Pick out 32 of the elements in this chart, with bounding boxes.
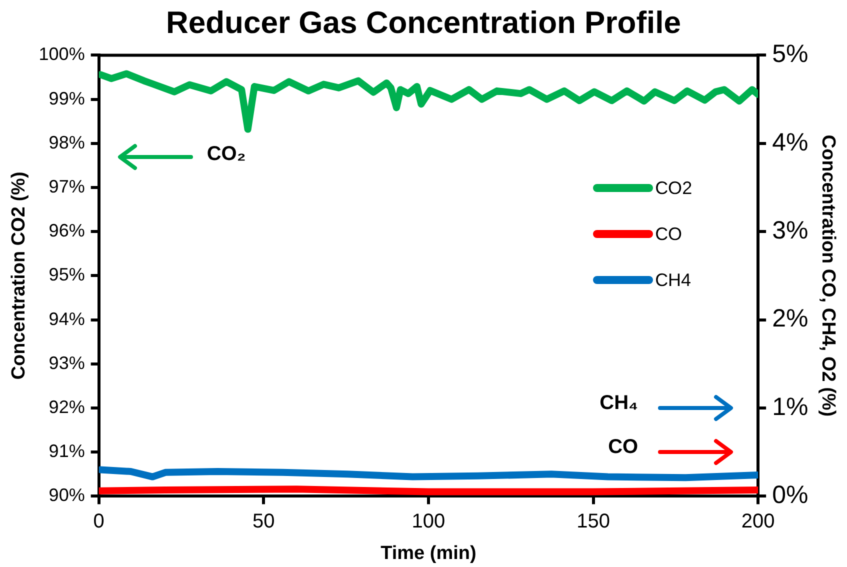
y2-tick-label: 1% [772, 392, 808, 421]
legend-label: CO [655, 224, 682, 245]
y-tick-label: 93% [48, 352, 85, 373]
y-tick-label: 98% [48, 132, 85, 152]
annotation: CO₂ [206, 142, 246, 166]
y2-tick-label: 5% [772, 40, 808, 68]
legend-label: CO2 [655, 178, 692, 199]
legend-label: CH4 [655, 270, 692, 291]
y-tick-label: 99% [48, 88, 85, 108]
x-tick-label: 150 [576, 510, 610, 533]
y-tick-label: 92% [48, 396, 85, 417]
y2-tick-label: 3% [772, 216, 808, 244]
chart-title: Reducer Gas Concentration Profile [166, 5, 682, 40]
x-tick-label: 100 [412, 510, 446, 533]
y-tick-label: 95% [48, 264, 85, 285]
y-axis-title: Concentration CO2 (%) [8, 172, 30, 380]
x-tick-label: 50 [252, 510, 275, 533]
y-tick-label: 97% [48, 176, 85, 196]
y2-axis-title: Concentration CO, CH4, O2 (%) [817, 134, 838, 417]
y-tick-label: 100% [38, 44, 85, 64]
y-tick-label: 91% [48, 441, 85, 462]
x-axis-title: Time (min) [380, 542, 476, 564]
x-tick-label: 200 [741, 510, 775, 533]
y-tick-label: 94% [48, 308, 85, 329]
x-tick-label: 0 [93, 510, 104, 533]
y2-tick-label: 0% [772, 481, 808, 510]
y2-tick-label: 2% [772, 304, 808, 333]
y2-tick-label: 4% [772, 128, 808, 156]
annotation: CO [608, 436, 638, 460]
y-tick-label: 96% [48, 220, 85, 241]
y-tick-label: 90% [48, 485, 85, 506]
annotation: CH₄ [600, 392, 638, 415]
